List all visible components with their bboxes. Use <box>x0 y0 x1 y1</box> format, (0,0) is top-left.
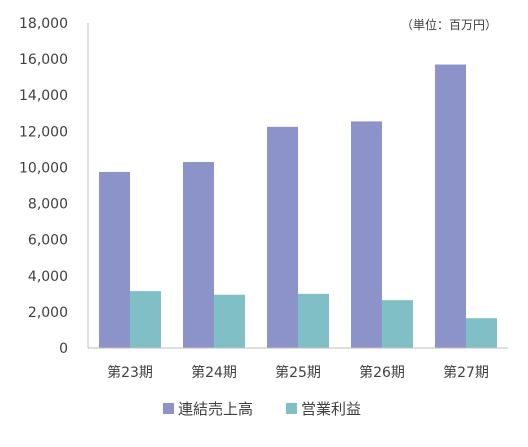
unit-note: （単位：百万円） <box>401 17 497 32</box>
bars <box>99 64 497 349</box>
legend-label: 連結売上高 <box>178 400 253 418</box>
x-category-label: 第26期 <box>359 364 405 381</box>
legend: 連結売上高 営業利益 <box>163 400 361 418</box>
bar-sales <box>351 121 382 349</box>
x-category-label: 第25期 <box>275 364 321 381</box>
y-tick-label: 12,000 <box>19 124 68 140</box>
y-tick-label: 18,000 <box>19 16 68 32</box>
bar-operating-profit <box>214 294 245 348</box>
bar-sales <box>267 126 298 348</box>
bar-operating-profit <box>298 293 329 348</box>
y-axis: 0 2,000 4,000 6,000 8,000 10,000 12,000 14,000 1… <box>19 16 89 357</box>
y-tick-label: 8,000 <box>28 197 68 213</box>
x-axis: 第23期 第24期 第25期 第26期 第27期 <box>88 347 508 381</box>
y-tick-label: 6,000 <box>28 233 68 249</box>
legend-label: 営業利益 <box>301 400 361 418</box>
legend-swatch <box>163 403 174 414</box>
bar-operating-profit <box>466 318 497 348</box>
x-category-label: 第23期 <box>107 364 153 381</box>
legend-swatch <box>286 403 297 414</box>
y-tick-label: 10,000 <box>19 160 68 176</box>
y-tick-label: 16,000 <box>19 52 68 68</box>
bar-operating-profit <box>130 291 161 348</box>
y-tick-label: 2,000 <box>28 305 68 321</box>
y-tick-label: 4,000 <box>28 269 68 285</box>
bar-sales <box>99 171 130 348</box>
x-category-label: 第24期 <box>191 364 237 381</box>
x-category-label: 第27期 <box>443 364 489 381</box>
bar-operating-profit <box>382 300 413 348</box>
y-tick-label: 0 <box>59 341 68 357</box>
bar-sales <box>183 162 214 348</box>
bar-sales <box>435 64 466 349</box>
y-tick-label: 14,000 <box>19 88 68 104</box>
